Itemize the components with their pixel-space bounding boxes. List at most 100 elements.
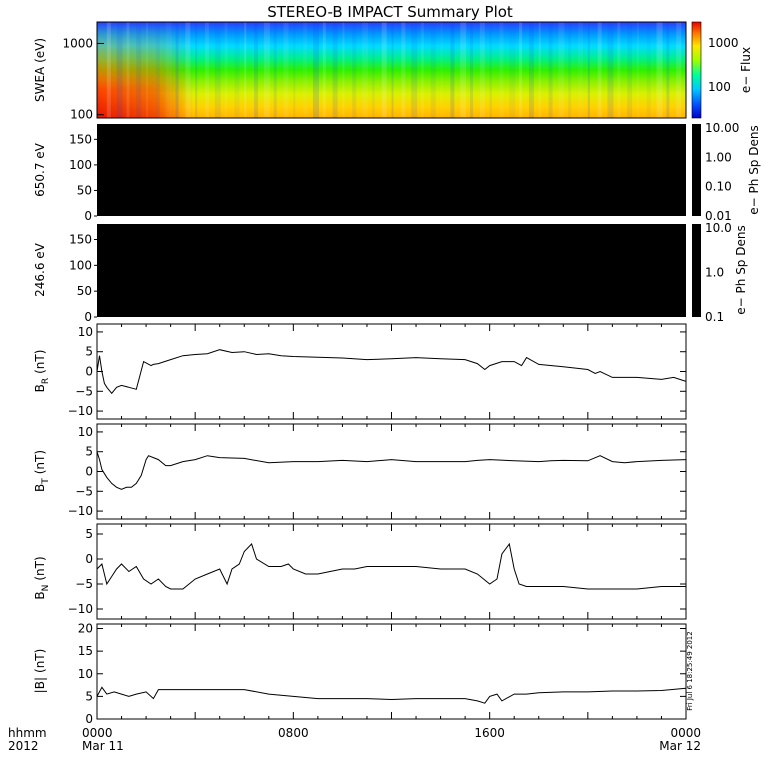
bmag-ylabel-unit: (nT) — [33, 649, 47, 673]
swea-stripe — [273, 22, 277, 118]
swea-stripe — [528, 22, 534, 118]
swea-stripe — [499, 22, 504, 118]
br-series-line — [96, 349, 687, 395]
swea-stripe — [676, 22, 682, 118]
br-ylabel-sub: R — [41, 378, 51, 384]
pad650-colorbar — [692, 124, 701, 216]
swea-stripe — [342, 22, 345, 118]
bn-ytick-label: −5 — [75, 577, 93, 591]
swea-stripe — [401, 22, 406, 118]
swea-stripe — [646, 22, 651, 118]
bt-ylabel-unit: (nT) — [33, 450, 47, 474]
swea-stripe — [126, 22, 130, 118]
time-tick-date-label: Mar 11 — [82, 739, 124, 753]
swea-stripe — [636, 22, 639, 118]
pad246-ytick-label: 150 — [69, 233, 92, 247]
bmag-series-line — [96, 686, 687, 704]
swea-stripe — [362, 22, 369, 118]
swea-stripe — [146, 22, 149, 118]
bmag-ytick-label: 10 — [78, 667, 93, 681]
pad650-colorbar-tick-label: 0.01 — [705, 209, 732, 223]
swea-stripe — [450, 22, 455, 118]
time-tick-label: 1600 — [474, 726, 505, 740]
bt-ylabel-sub: T — [41, 478, 51, 485]
swea-stripe — [391, 22, 394, 118]
swea-colorbar-label: e− Flux — [739, 47, 753, 93]
br-ytick-label: 0 — [85, 365, 93, 379]
swea-ytick-label: 100 — [70, 108, 93, 122]
bn-ytick-label: −10 — [68, 602, 93, 616]
swea-stripe — [607, 22, 614, 118]
br-frame — [96, 323, 687, 420]
bt-ytick-label: 10 — [78, 425, 93, 439]
swea-stripe — [519, 22, 523, 118]
bmag-ylabel: |B| (nT) — [33, 649, 47, 694]
swea-stripe — [254, 22, 259, 118]
time-axis-row1-label: hhmm — [8, 726, 47, 740]
bmag-ylabel-main: |B| — [33, 677, 47, 693]
swea-stripe — [470, 22, 474, 118]
br-ytick-label: 10 — [78, 325, 93, 339]
bn-ytick-label: 5 — [85, 527, 93, 541]
swea-stripe — [97, 22, 99, 118]
time-tick-label: 0000 — [670, 726, 701, 740]
chart-title: STEREO-B IMPACT Summary Plot — [267, 3, 513, 21]
generation-timestamp: Fri Jul 6 18:25:49 2012 — [686, 631, 694, 710]
bmag-frame — [96, 623, 687, 720]
bn-series-line — [96, 542, 686, 590]
bn-ylabel-unit: (nT) — [33, 556, 47, 580]
pad246-ytick-label: 0 — [84, 310, 92, 324]
bt-series-line — [96, 451, 687, 490]
pad650-colorbar-tick-label: 1.00 — [705, 150, 732, 164]
swea-stripe — [420, 22, 424, 118]
swea-stripe — [538, 22, 541, 118]
swea-stripe — [587, 22, 590, 118]
bt-ylabel: BT (nT) — [33, 450, 51, 492]
swea-stripe — [322, 22, 326, 118]
bn-ylabel-sub: N — [41, 585, 51, 592]
bt-ytick-label: 5 — [85, 445, 93, 459]
swea-stripe — [627, 22, 633, 118]
swea-frame — [96, 21, 687, 119]
swea-stripe — [617, 22, 621, 118]
bn-ylabel: BN (nT) — [33, 556, 51, 599]
swea-stripe — [568, 22, 572, 118]
swea-stripe — [293, 22, 296, 118]
swea-stripe — [558, 22, 565, 118]
bt-frame — [96, 423, 687, 520]
pad650-ytick-label: 50 — [77, 183, 92, 197]
time-tick-label: 0000 — [82, 726, 113, 740]
swea-stripe — [597, 22, 602, 118]
bt-ylabel-main: B — [33, 484, 47, 492]
br-ytick-label: −5 — [75, 384, 93, 398]
swea-colorbar-tick-label: 100 — [708, 80, 731, 94]
pad246-colorbar — [692, 224, 701, 317]
swea-colorbar — [691, 21, 702, 119]
time-tick-date-label: Mar 12 — [659, 739, 701, 753]
pad246-panel: 0 50 100 150 246.6 eV 10.0 1.0 0.1 e− Ph Sp D… — [33, 221, 748, 324]
pad246-colorbar-tick-label: 0.1 — [705, 310, 724, 324]
pad650-spectrogram — [97, 124, 686, 216]
pad650-ytick-label: 0 — [84, 209, 92, 223]
swea-stripe — [204, 22, 209, 118]
pad246-colorbar-tick-label: 1.0 — [705, 266, 724, 280]
swea-spectrogram — [97, 22, 686, 118]
swea-stripe — [548, 22, 553, 118]
pad650-colorbar-label: e− Ph Sp Dens — [747, 125, 761, 214]
pad650-colorbar-tick-label: 10.00 — [705, 121, 739, 135]
swea-stripe — [666, 22, 670, 118]
bmag-ytick-label: 15 — [78, 644, 93, 658]
bmag-panel: 0 5 10 15 20 |B| (nT) Fri Jul 6 18:25:49 2012 — [33, 622, 694, 726]
swea-stripe — [283, 22, 289, 118]
bt-ytick-label: 0 — [85, 465, 93, 479]
swea-stripe — [116, 22, 123, 118]
swea-stripe — [224, 22, 228, 118]
pad650-ylabel: 650.7 eV — [33, 142, 47, 197]
bmag-ytick-label: 5 — [85, 689, 93, 703]
br-panel: −10 −5 0 5 10 BR (nT) — [33, 323, 687, 420]
swea-ytick-label: 1000 — [62, 36, 93, 50]
swea-stripe — [155, 22, 160, 118]
swea-stripe — [195, 22, 198, 118]
